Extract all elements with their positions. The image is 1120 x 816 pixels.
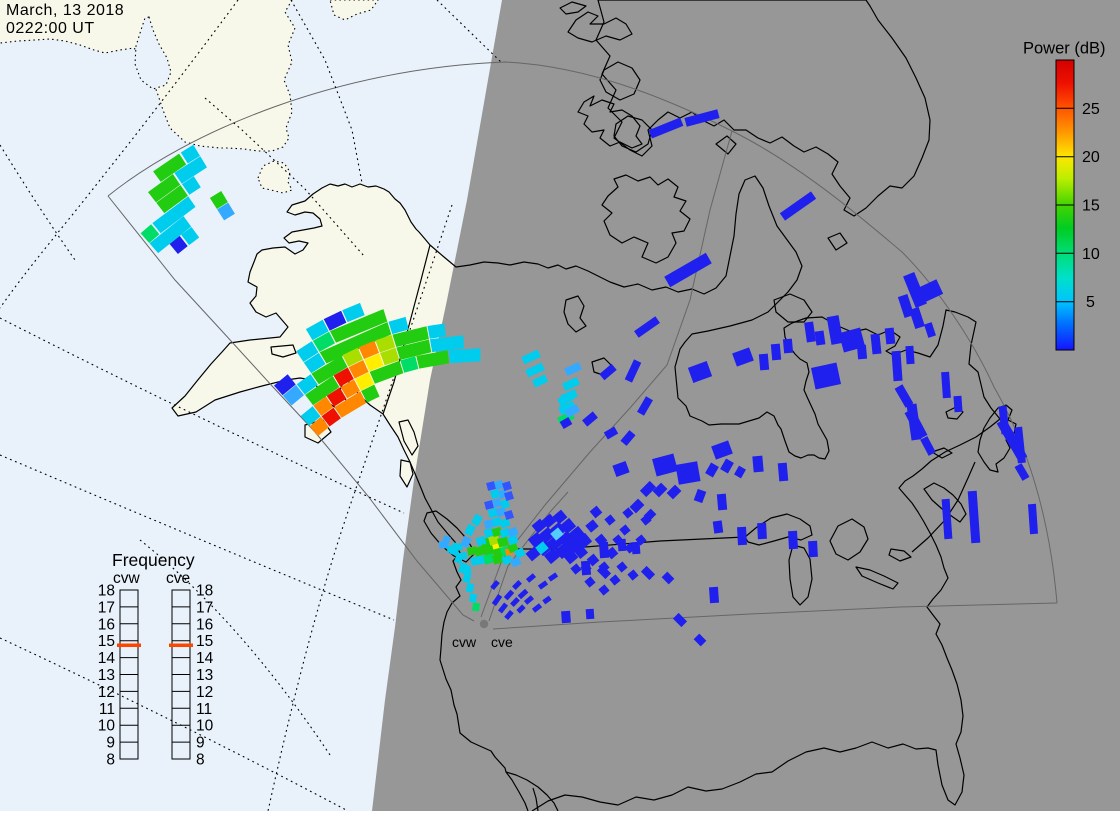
svg-text:Frequency: Frequency <box>112 550 195 570</box>
svg-text:15: 15 <box>1082 198 1100 215</box>
svg-text:15: 15 <box>196 633 213 650</box>
svg-text:16: 16 <box>196 616 213 633</box>
svg-text:10: 10 <box>98 718 116 735</box>
svg-text:Power (dB): Power (dB) <box>1023 40 1106 58</box>
svg-text:11: 11 <box>99 701 115 718</box>
svg-text:16: 16 <box>98 616 115 633</box>
svg-text:8: 8 <box>196 752 205 769</box>
svg-text:13: 13 <box>98 667 115 684</box>
svg-text:11: 11 <box>196 701 212 718</box>
svg-text:cve: cve <box>491 634 513 650</box>
svg-text:13: 13 <box>196 667 213 684</box>
svg-text:25: 25 <box>1082 101 1100 118</box>
svg-text:20: 20 <box>1082 149 1100 166</box>
svg-text:5: 5 <box>1086 294 1095 311</box>
svg-text:18: 18 <box>196 583 213 600</box>
svg-text:cve: cve <box>166 570 190 587</box>
svg-text:9: 9 <box>106 735 115 752</box>
svg-text:10: 10 <box>196 718 214 735</box>
svg-text:14: 14 <box>196 650 214 667</box>
svg-text:12: 12 <box>98 684 115 701</box>
svg-text:14: 14 <box>98 650 116 667</box>
svg-text:10: 10 <box>1082 246 1100 263</box>
svg-text:8: 8 <box>106 752 115 769</box>
svg-text:9: 9 <box>196 735 205 752</box>
svg-text:cvw: cvw <box>113 570 141 587</box>
svg-text:March, 13 2018: March, 13 2018 <box>6 2 124 19</box>
svg-text:17: 17 <box>98 599 115 616</box>
svg-text:15: 15 <box>98 633 115 650</box>
svg-text:17: 17 <box>196 599 213 616</box>
svg-text:18: 18 <box>98 583 115 600</box>
svg-text:0222:00 UT: 0222:00 UT <box>6 20 95 37</box>
svg-text:12: 12 <box>196 684 213 701</box>
svg-text:cvw: cvw <box>452 634 477 650</box>
